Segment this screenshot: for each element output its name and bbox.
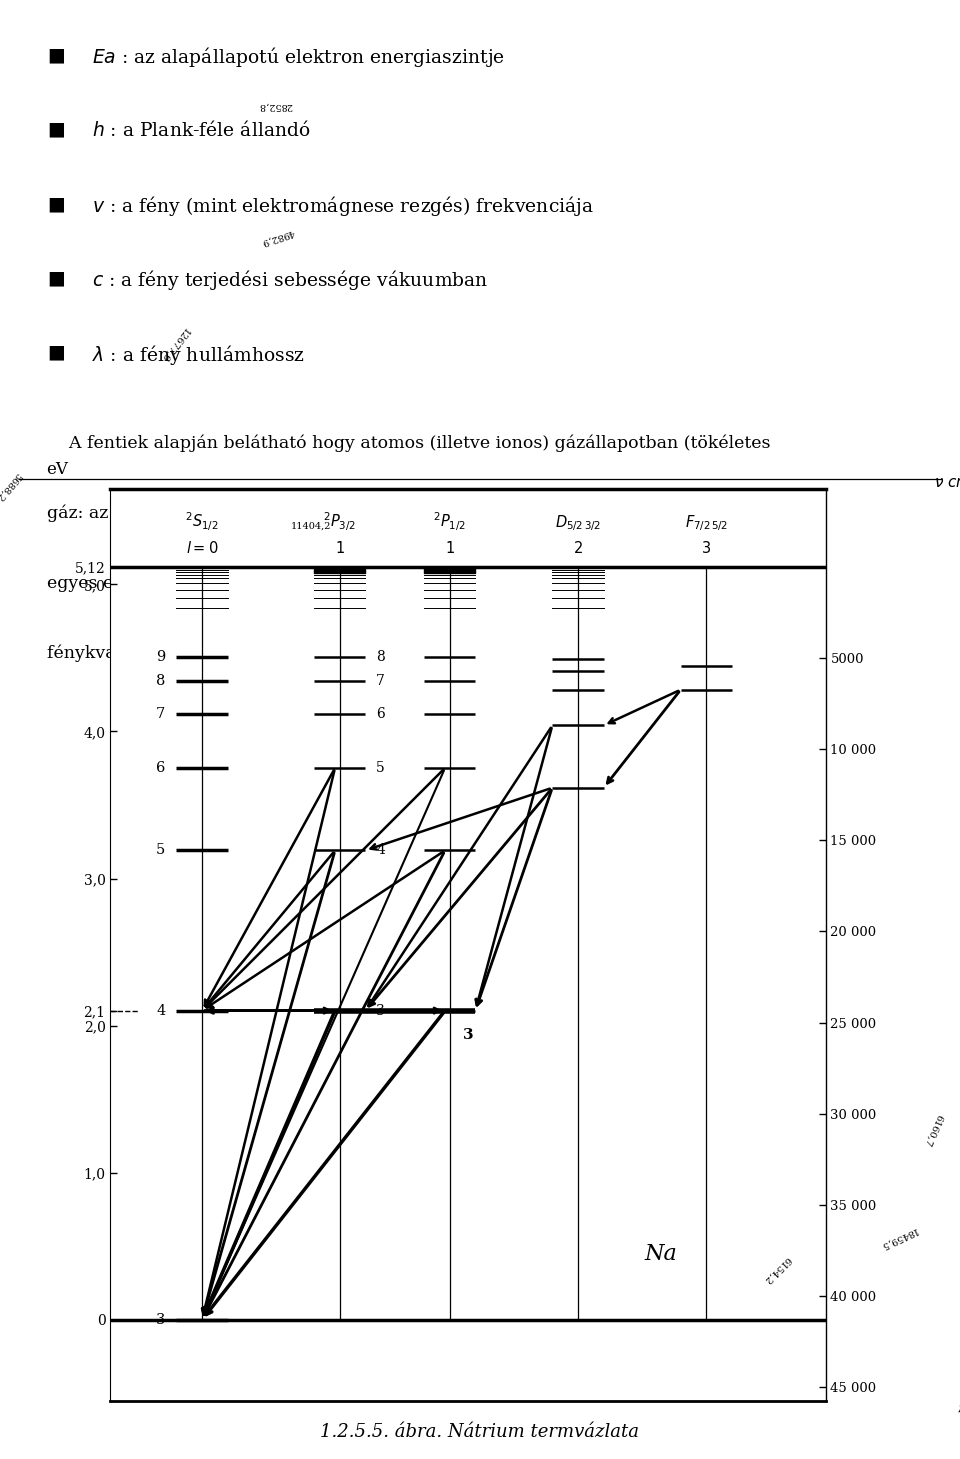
- Text: $\lambda$ : a fény hullámhossz: $\lambda$ : a fény hullámhossz: [92, 343, 304, 366]
- Text: ■: ■: [47, 120, 65, 139]
- Text: $^2P_{3/2}$: $^2P_{3/2}$: [324, 511, 356, 533]
- Text: $h$ : a Plank-féle állandó: $h$ : a Plank-féle állandó: [92, 120, 310, 140]
- Text: $3$: $3$: [702, 540, 711, 556]
- Text: $1$: $1$: [444, 540, 455, 556]
- Text: 2852,8: 2852,8: [258, 102, 292, 111]
- Y-axis label: eV: eV: [46, 461, 68, 477]
- Text: 18459,5: 18459,5: [878, 1226, 919, 1250]
- Text: ■: ■: [47, 45, 65, 64]
- Text: 3: 3: [464, 1029, 474, 1042]
- Text: 9: 9: [156, 651, 165, 664]
- Text: fénykvantum kibocsátása társul.: fénykvantum kibocsátása társul.: [47, 645, 333, 662]
- Text: $2$: $2$: [573, 540, 583, 556]
- Text: 11404,2: 11404,2: [291, 522, 332, 531]
- Text: ■: ■: [47, 194, 65, 213]
- Text: 4: 4: [376, 843, 385, 858]
- Text: 5: 5: [376, 762, 385, 775]
- Text: $c$ : a fény terjedési sebessége vákuumban: $c$ : a fény terjedési sebessége vákuumb…: [92, 268, 489, 292]
- Text: 7: 7: [156, 708, 165, 721]
- Y-axis label: $\nu\ cm^{-1}$: $\nu\ cm^{-1}$: [934, 473, 960, 492]
- Text: 6: 6: [376, 708, 385, 721]
- Text: 3421,1: 3421,1: [954, 1380, 960, 1417]
- Text: 5688,2: 5688,2: [0, 471, 23, 502]
- Text: $^2P_{1/2}$: $^2P_{1/2}$: [433, 511, 467, 533]
- Text: $1$: $1$: [335, 540, 345, 556]
- Text: 7: 7: [376, 674, 385, 689]
- Text: gáz: az atomok között nincs más kölcsönhatás a rugalmas ütközésen kívül), minden: gáz: az atomok között nincs más kölcsönh…: [47, 505, 783, 522]
- Text: 12677,6: 12677,6: [158, 325, 190, 363]
- Text: 1.2.5.5. ábra. Nátrium termvázlata: 1.2.5.5. ábra. Nátrium termvázlata: [321, 1424, 639, 1441]
- Text: 8: 8: [156, 674, 165, 689]
- Text: $Ea$ : az alapállapotú elektron energiaszintje: $Ea$ : az alapállapotú elektron energias…: [92, 45, 505, 69]
- Text: Na: Na: [644, 1243, 677, 1265]
- Text: $v$ : a fény (mint elektromágnese rezgés) frekvenciája: $v$ : a fény (mint elektromágnese rezgés…: [92, 194, 594, 217]
- Text: 6: 6: [156, 762, 165, 775]
- Text: 3: 3: [376, 1004, 385, 1017]
- Text: 5: 5: [156, 843, 165, 858]
- Text: ■: ■: [47, 343, 65, 362]
- Text: 8: 8: [376, 651, 385, 664]
- Text: $l = 0$: $l = 0$: [186, 540, 218, 556]
- Text: 4982,9: 4982,9: [260, 228, 295, 247]
- Text: egyes elektronátmenethez egy jól meghatározott hullámhosszú emissziós: egyes elektronátmenethez egy jól meghatá…: [47, 575, 693, 592]
- Text: A fentiek alapján belátható hogy atomos (illetve ionos) gázállapotban (tökéletes: A fentiek alapján belátható hogy atomos …: [47, 435, 771, 452]
- Text: 4: 4: [156, 1004, 165, 1017]
- Text: ■: ■: [47, 268, 65, 287]
- Text: 6160,7: 6160,7: [923, 1113, 945, 1148]
- Text: $F_{7/2\,5/2}$: $F_{7/2\,5/2}$: [684, 514, 728, 533]
- Text: $D_{5/2\,3/2}$: $D_{5/2\,3/2}$: [555, 514, 601, 533]
- Text: 3: 3: [156, 1313, 165, 1326]
- Text: $^2S_{1/2}$: $^2S_{1/2}$: [185, 511, 219, 533]
- Text: 6154,2: 6154,2: [761, 1255, 792, 1285]
